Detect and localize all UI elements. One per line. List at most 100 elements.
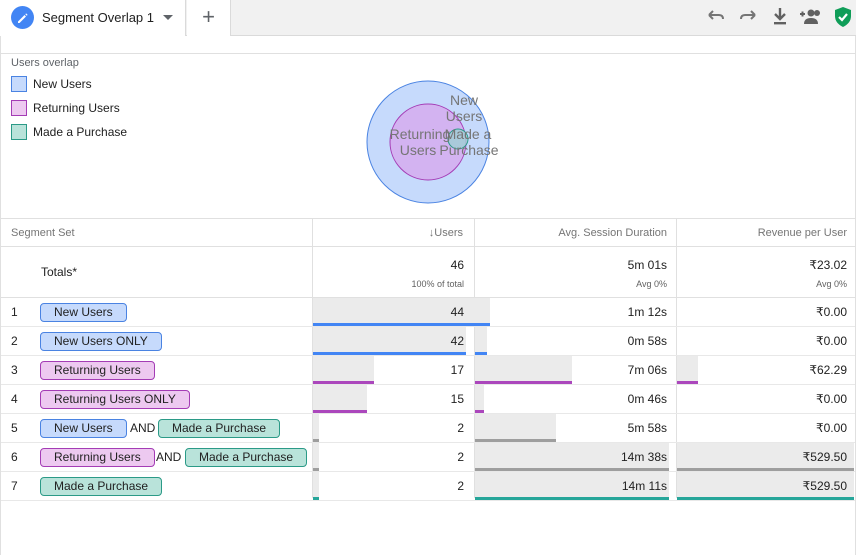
users-bar [313, 414, 319, 441]
and-label: AND [130, 421, 156, 435]
segment-chip-returning-users[interactable]: Returning Users [40, 361, 155, 380]
legend-swatch [11, 100, 27, 116]
add-tab-button[interactable]: + [187, 0, 231, 36]
legend-label: Returning Users [33, 101, 120, 115]
table-row[interactable]: 1 New Users 44 1m 12s ₹0.00 [1, 298, 855, 327]
revenue-underline [677, 497, 854, 500]
cell-users: 2 [457, 421, 464, 435]
row-index: 7 [11, 479, 18, 493]
users-underline [313, 439, 319, 442]
venn-label-new-2: Users [446, 108, 483, 124]
add-user-icon[interactable] [799, 5, 823, 29]
legend-label: Made a Purchase [33, 125, 128, 139]
cell-duration: 5m 58s [627, 421, 667, 435]
totals-duration-sub: Avg 0% [636, 279, 667, 289]
duration-bar [475, 298, 490, 325]
totals-users: 46 [450, 258, 464, 272]
cell-revenue: ₹529.50 [802, 479, 847, 493]
cell-users: 2 [457, 450, 464, 464]
segment-chip-new-users-only[interactable]: New Users ONLY [40, 332, 162, 351]
legend-swatch [11, 76, 27, 92]
totals-revenue-sub: Avg 0% [816, 279, 847, 289]
segment-chip-returning-users-only[interactable]: Returning Users ONLY [40, 390, 190, 409]
segment-chip-made-a-purchase[interactable]: Made a Purchase [158, 419, 281, 438]
users-bar [313, 443, 319, 470]
legend-item-new-users: New Users [11, 76, 92, 92]
duration-bar [475, 414, 556, 441]
tab-segment-overlap[interactable]: Segment Overlap 1 [0, 0, 186, 36]
revenue-underline [677, 381, 698, 384]
redo-icon[interactable] [736, 5, 760, 29]
users-underline [313, 381, 374, 384]
row-index: 3 [11, 363, 18, 377]
pencil-icon[interactable] [11, 6, 34, 29]
cell-duration: 14m 38s [620, 450, 667, 464]
cell-duration: 7m 06s [627, 363, 667, 377]
download-icon[interactable] [768, 5, 792, 29]
header-revenue-per-user[interactable]: Revenue per User [757, 227, 847, 239]
column-divider [312, 218, 313, 498]
segment-chip-new-users[interactable]: New Users [40, 303, 127, 322]
duration-bar [475, 443, 669, 470]
cell-users: 2 [457, 479, 464, 493]
legend-swatch [11, 124, 27, 140]
table-row[interactable]: 2 New Users ONLY 42 0m 58s ₹0.00 [1, 327, 855, 356]
duration-bar [475, 385, 484, 412]
legend-item-made-a-purchase: Made a Purchase [11, 124, 127, 140]
cell-users: 17 [450, 363, 464, 377]
users-bar [313, 327, 466, 354]
shield-check-icon[interactable] [831, 5, 855, 29]
and-label: AND [156, 450, 182, 464]
tab-title[interactable]: Segment Overlap 1 [42, 10, 155, 25]
row-index: 5 [11, 421, 18, 435]
venn-circle-made-a-purchase[interactable] [447, 128, 469, 150]
duration-underline [475, 323, 490, 326]
duration-bar [475, 472, 669, 499]
table-row[interactable]: 7 Made a Purchase 2 14m 11s ₹529.50 [1, 472, 855, 501]
chevron-down-icon[interactable] [163, 15, 173, 20]
totals-revenue: ₹23.02 [809, 258, 847, 272]
venn-label-purchase-1: Made a [445, 126, 492, 142]
table-row[interactable]: 6 Returning Users AND Made a Purchase 2 … [1, 443, 855, 472]
segment-chip-made-a-purchase[interactable]: Made a Purchase [185, 448, 308, 467]
segment-chip-returning-users[interactable]: Returning Users [40, 448, 155, 467]
legend-title: Users overlap [11, 57, 79, 69]
duration-underline [475, 410, 484, 413]
revenue-bar [677, 356, 698, 383]
row-index: 4 [11, 392, 18, 406]
duration-underline [475, 381, 572, 384]
cell-revenue: ₹529.50 [802, 450, 847, 464]
row-index: 6 [11, 450, 18, 464]
header-avg-session-duration[interactable]: Avg. Session Duration [558, 227, 667, 239]
cell-duration: 1m 12s [627, 305, 667, 319]
table-row[interactable]: 5 New Users AND Made a Purchase 2 5m 58s… [1, 414, 855, 443]
undo-icon[interactable] [704, 5, 728, 29]
cell-revenue: ₹0.00 [816, 305, 847, 319]
segment-chip-made-a-purchase[interactable]: Made a Purchase [40, 477, 163, 496]
cell-duration: 14m 11s [621, 479, 667, 493]
row-index: 2 [11, 334, 18, 348]
totals-users-sub: 100% of total [411, 279, 464, 289]
revenue-bar [677, 443, 854, 470]
totals-duration: 5m 01s [627, 258, 667, 272]
header-segment-set[interactable]: Segment Set [11, 227, 75, 239]
header-users[interactable]: ↓Users [428, 227, 463, 239]
users-underline [313, 468, 319, 471]
table-row[interactable]: 3 Returning Users 17 7m 06s ₹62.29 [1, 356, 855, 385]
users-underline [313, 323, 490, 326]
cell-revenue: ₹0.00 [816, 392, 847, 406]
cell-revenue: ₹62.29 [809, 363, 847, 377]
column-divider [676, 218, 677, 498]
duration-underline [475, 497, 669, 500]
revenue-bar [677, 472, 854, 499]
cell-users: 44 [450, 305, 464, 319]
table-row[interactable]: 4 Returning Users ONLY 15 0m 46s ₹0.00 [1, 385, 855, 414]
duration-underline [475, 439, 556, 442]
duration-underline [475, 352, 487, 355]
duration-underline [475, 468, 669, 471]
totals-row: Totals* 46 100% of total 5m 01s Avg 0% ₹… [1, 248, 855, 298]
revenue-underline [677, 468, 854, 471]
venn-diagram: New Users Returning Users Made a Purchas… [366, 80, 499, 204]
segment-chip-new-users[interactable]: New Users [40, 419, 127, 438]
duration-bar [475, 356, 572, 383]
